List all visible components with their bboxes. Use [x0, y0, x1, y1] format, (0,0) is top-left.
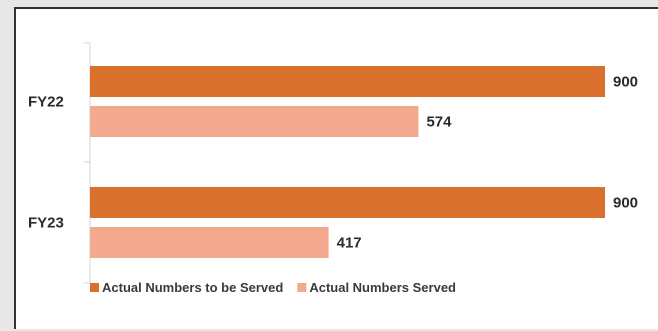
- chart-panel: FY22 900 574 FY23 900 417 Actual Numbers to be…: [14, 7, 658, 329]
- category-label: FY22: [28, 94, 64, 111]
- legend-label: Actual Numbers Served: [309, 280, 456, 295]
- bar: [90, 227, 329, 258]
- bar-chart: FY22 900 574 FY23 900 417 Actual Numbers to be…: [28, 42, 638, 295]
- legend-label: Actual Numbers to be Served: [102, 280, 283, 295]
- legend-swatch: [297, 283, 307, 292]
- bar: [90, 106, 419, 137]
- data-label: 900: [613, 74, 638, 91]
- data-label: 900: [613, 195, 638, 212]
- bar: [90, 187, 605, 218]
- data-label: 574: [426, 114, 452, 131]
- data-label: 417: [337, 235, 362, 252]
- bar: [90, 66, 605, 97]
- category-label: FY23: [28, 215, 64, 232]
- legend-swatch: [90, 283, 99, 292]
